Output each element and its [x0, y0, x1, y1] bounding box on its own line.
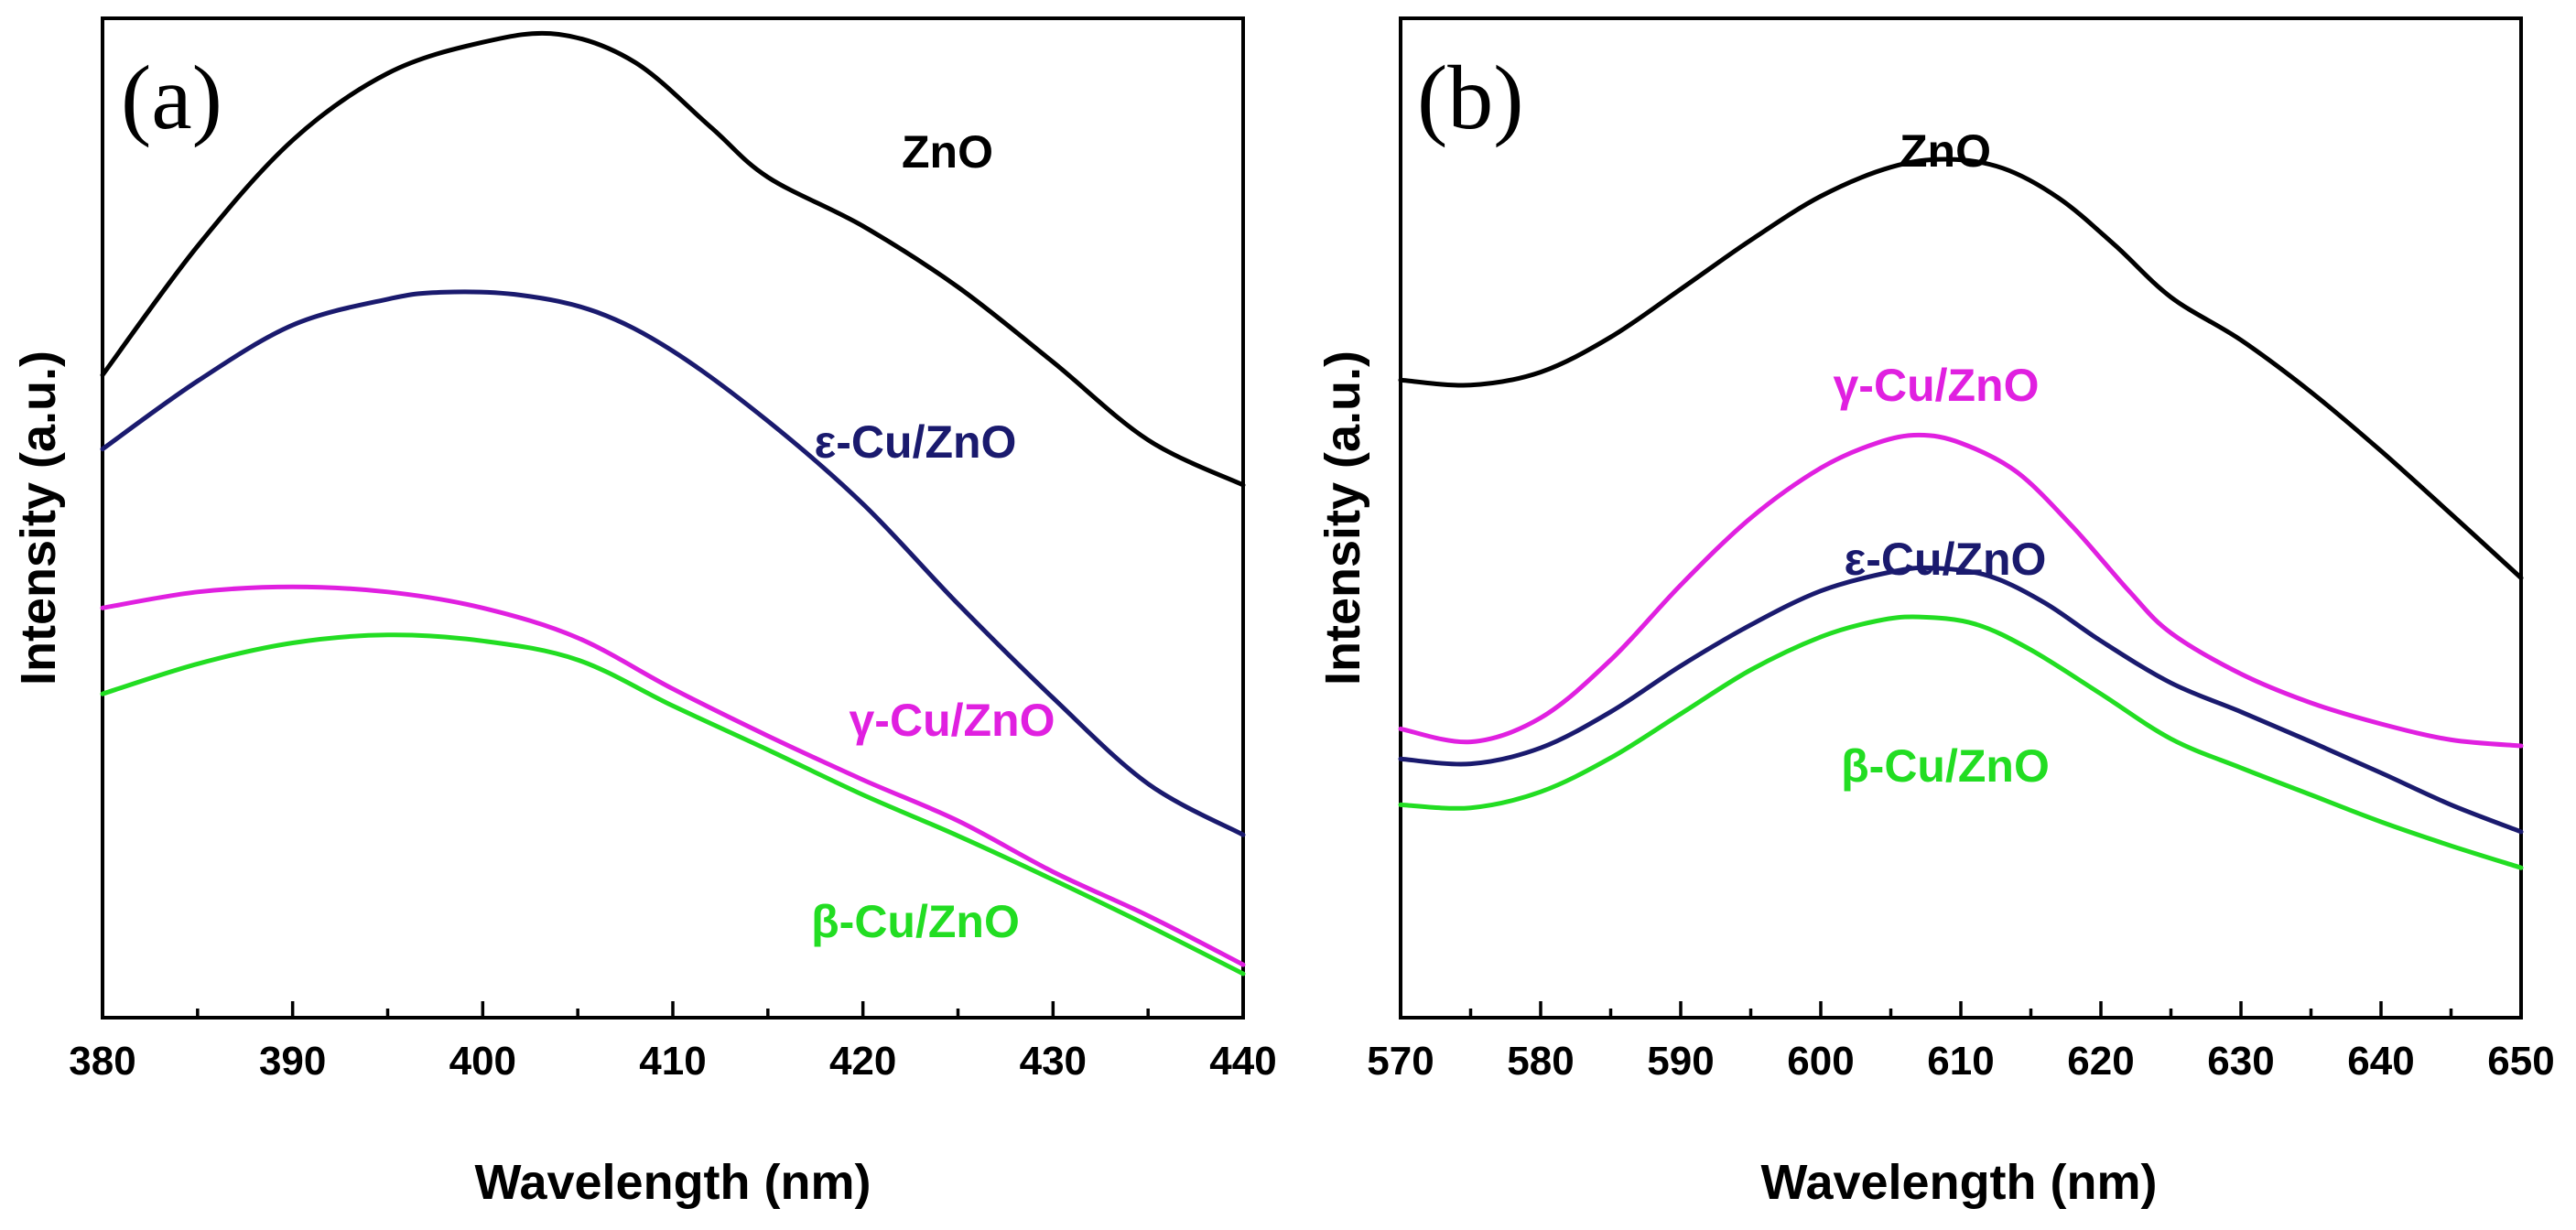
panel-a-series-zno	[100, 30, 1246, 488]
panel-a-x-tick-label: 430	[1020, 1039, 1087, 1084]
panel-a-x-ticks: 380 390 400 410 420 430 440	[69, 1001, 1277, 1084]
panel-b-series-zno	[1398, 156, 2524, 580]
panel-b-series	[1398, 156, 2524, 870]
panel-a-series	[100, 30, 1246, 976]
panel-b-x-tick-label: 610	[1927, 1039, 1994, 1084]
panel-b-x-tick-label: 590	[1647, 1039, 1714, 1084]
panel-a-x-tick-label: 440	[1209, 1039, 1276, 1084]
panel-b-annotation-beta: β-Cu/ZnO	[1841, 740, 2050, 792]
panel-a-series-gamma-cu-zno	[100, 584, 1246, 967]
panel-b-x-tick-label: 650	[2487, 1039, 2554, 1084]
panel-a-annotation-beta: β-Cu/ZnO	[811, 896, 1020, 947]
panel-a-x-tick-label: 420	[829, 1039, 896, 1084]
panel-a-label: (a)	[121, 47, 222, 148]
panel-a-frame	[101, 16, 1245, 1020]
panel-b-annotation-zno: ZnO	[1900, 125, 1991, 177]
panel-b-x-tick-label: 580	[1507, 1039, 1574, 1084]
panel-b-x-tick-label: 640	[2347, 1039, 2414, 1084]
panel-a: 380 390 400 410 420 430 440 (a) ZnO ε-Cu/ZnO γ…	[11, 16, 1277, 1210]
panel-a-annotation-gamma: γ-Cu/ZnO	[850, 695, 1055, 746]
panel-b-x-tick-label: 570	[1367, 1039, 1434, 1084]
panel-b-x-tick-label: 600	[1787, 1039, 1854, 1084]
panel-b: 570 580 590 600 610 620 630 640 650 (b) ZnO γ-Cu…	[1315, 16, 2555, 1210]
panel-a-annotation-zno: ZnO	[902, 126, 993, 178]
panel-a-series-epsilon-cu-zno	[100, 289, 1246, 837]
panel-b-series-gamma-cu-zno	[1398, 432, 2524, 749]
panel-b-label: (b)	[1417, 47, 1524, 148]
panel-b-x-tick-label: 620	[2067, 1039, 2134, 1084]
panel-b-x-ticks: 570 580 590 600 610 620 630 640 650	[1367, 1001, 2555, 1084]
panel-b-annotation-gamma: γ-Cu/ZnO	[1834, 360, 2040, 411]
panel-b-y-axis-title: Intensity (a.u.)	[1315, 351, 1370, 685]
panel-b-series-epsilon-cu-zno	[1398, 565, 2524, 835]
panel-a-x-tick-label: 410	[639, 1039, 706, 1084]
panel-a-x-axis-title: Wavelength (nm)	[474, 1155, 871, 1210]
panel-b-x-axis-title: Wavelength (nm)	[1760, 1155, 2157, 1210]
panel-b-series-beta-cu-zno	[1398, 614, 2524, 870]
panel-a-annotation-epsilon: ε-Cu/ZnO	[815, 416, 1017, 468]
panel-a-y-axis-title: Intensity (a.u.)	[11, 351, 66, 685]
panel-a-x-tick-label: 390	[259, 1039, 326, 1084]
panel-b-annotation-epsilon: ε-Cu/ZnO	[1845, 534, 2047, 585]
panel-b-x-tick-label: 630	[2207, 1039, 2274, 1084]
panel-a-series-beta-cu-zno	[100, 632, 1246, 976]
panel-a-x-tick-label: 380	[69, 1039, 135, 1084]
panel-a-x-tick-label: 400	[449, 1039, 516, 1084]
